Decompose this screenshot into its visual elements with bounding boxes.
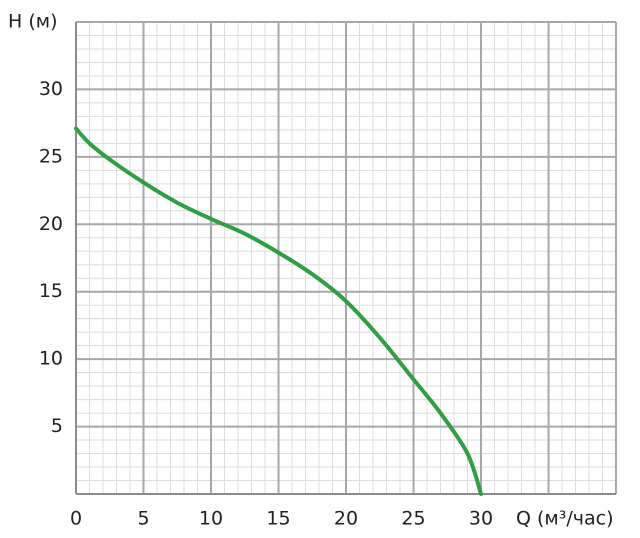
- y-tick-label: 10: [39, 348, 63, 370]
- y-tick-label: 25: [39, 145, 63, 167]
- x-tick-label: 5: [137, 508, 149, 530]
- x-tick-label: 25: [401, 508, 425, 530]
- x-tick-label: 15: [266, 508, 290, 530]
- x-tick-label: 0: [70, 508, 82, 530]
- x-axis-label: Q (м³/час): [516, 508, 614, 530]
- y-tick-label: 15: [39, 280, 63, 302]
- y-tick-label: 30: [39, 78, 63, 100]
- x-tick-label: 10: [199, 508, 223, 530]
- pump-curve: [74, 126, 483, 496]
- y-axis-label: H (м): [8, 11, 58, 33]
- y-tick-label: 20: [39, 213, 63, 235]
- x-tick-label: 20: [334, 508, 358, 530]
- y-tick-label: 5: [51, 415, 63, 437]
- x-tick-label: 30: [469, 508, 493, 530]
